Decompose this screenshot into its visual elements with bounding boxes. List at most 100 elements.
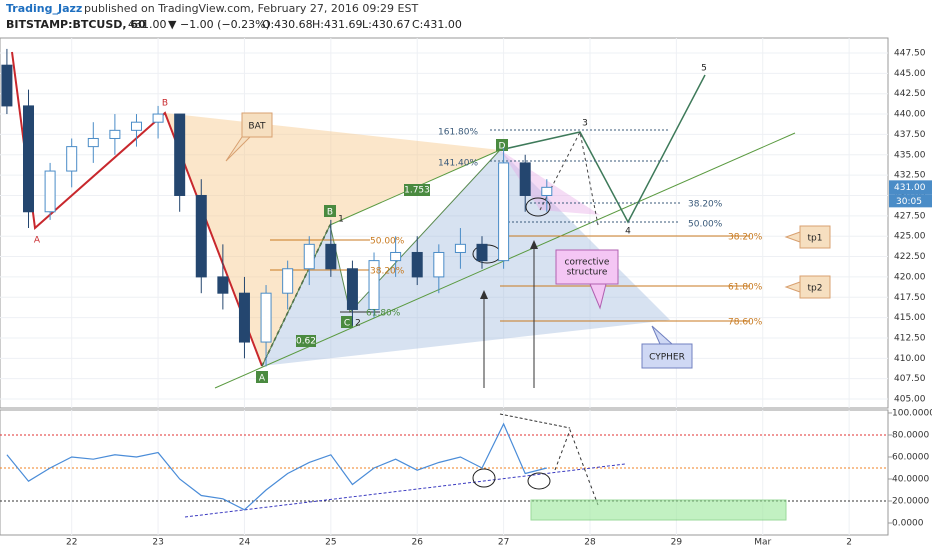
x-tick-label: 29: [671, 538, 683, 548]
candle-body: [174, 113, 186, 196]
fib-label: 50.00%: [370, 237, 405, 247]
candle-body: [454, 243, 466, 253]
y-tick-label: 410.00: [894, 354, 926, 364]
rsi-pane: [0, 409, 889, 536]
candle-body: [346, 268, 358, 310]
wave-label: 3: [582, 119, 588, 129]
ratio-label: 1.753: [404, 186, 430, 196]
wave-label: 1: [338, 215, 344, 225]
candle-body: [476, 243, 488, 262]
x-tick-label: 28: [584, 538, 596, 548]
y-tick-label: 440.00: [894, 110, 926, 120]
highlight-ellipse: [527, 472, 551, 490]
change: ▼ −1.00 (−0.23%): [168, 18, 270, 31]
label-box: [404, 184, 430, 196]
last: 431.00: [128, 18, 167, 31]
wave-label: A: [34, 236, 41, 246]
y-tick-label: 437.50: [894, 130, 926, 140]
ratio-label: 0.62: [296, 337, 316, 347]
highlight-ellipse: [472, 468, 496, 488]
y-tick-label: 0.0000: [892, 519, 924, 529]
y-tick-label: 432.50: [894, 171, 926, 181]
tp2-callout: [784, 275, 831, 299]
x-tick-label: 25: [325, 538, 336, 548]
price-label: 431.00: [894, 183, 926, 193]
candle-body: [498, 162, 510, 262]
wave-projection: [499, 74, 706, 224]
callout-text: structure: [567, 268, 608, 278]
fib-label: 38.20%: [728, 233, 763, 243]
y-tick-label: 405.00: [894, 395, 926, 405]
author: Trading_Jazz: [6, 2, 82, 15]
fib-label: 61.80%: [366, 309, 401, 319]
candle-body: [238, 292, 250, 343]
fib-label: 161.80%: [438, 128, 478, 138]
candle-body: [66, 146, 78, 172]
ohlc: C:431.00: [412, 18, 462, 31]
bat-callout: [225, 112, 273, 162]
pattern-label: CYPHER: [649, 353, 685, 363]
x-tick-label: Mar: [754, 538, 771, 548]
cypher-callout: [641, 325, 693, 369]
wave-label: C: [344, 319, 350, 329]
y-tick-label: 40.0000: [892, 474, 929, 484]
wave-label: A: [259, 374, 266, 384]
candle-body: [44, 170, 56, 213]
candle-body: [109, 129, 121, 139]
symbol: BITSTAMP:BTCUSD, 60: [6, 18, 146, 31]
candle-body: [411, 251, 423, 278]
ohlc: H:431.69: [312, 18, 362, 31]
y-tick-label: 80.0000: [892, 430, 929, 440]
countdown-badge: [889, 194, 932, 208]
y-tick-label: 415.00: [894, 313, 926, 323]
rsi-line: [6, 422, 547, 511]
y-tick-label: 445.00: [894, 69, 926, 79]
candle-body: [195, 194, 207, 278]
label-box: [341, 316, 353, 328]
y-tick-label: 442.50: [894, 89, 926, 99]
y-tick-label: 407.50: [894, 374, 926, 384]
series: [1, 48, 553, 511]
y-tick-label: 100.0000: [892, 408, 932, 418]
label-box: [296, 335, 316, 347]
fib-label: 50.00%: [688, 220, 723, 230]
fib-label: 78.60%: [728, 318, 763, 328]
pattern-label: BAT: [248, 122, 266, 132]
candle-body: [130, 121, 142, 131]
candle-body: [519, 162, 531, 196]
price-badge: [889, 180, 932, 195]
wave-label: B: [327, 208, 333, 218]
y-tick-label: 447.50: [894, 48, 926, 58]
arrow-head: [530, 240, 538, 249]
y-tick-label: 417.50: [894, 293, 926, 303]
fib-label: 38.20%: [370, 267, 405, 277]
rsi-trend: [184, 463, 626, 518]
candle-body: [541, 186, 553, 196]
y-tick-label: 435.00: [894, 150, 926, 160]
candle-body: [303, 243, 315, 270]
y-tick-label: 427.50: [894, 211, 926, 221]
candle-body: [433, 251, 445, 278]
wave-label: 2: [355, 319, 361, 329]
main-pane: [0, 37, 889, 409]
y-tick-label: 425.00: [894, 232, 926, 242]
candle-body: [152, 113, 164, 123]
y-tick-label: 60.0000: [892, 452, 929, 462]
candle-body: [390, 251, 402, 262]
x-tick-label: 2: [846, 538, 852, 548]
callout-text: corrective: [565, 258, 610, 268]
arrow-head: [480, 290, 488, 299]
countdown: 30:05: [896, 197, 922, 207]
wave-label: B: [162, 99, 168, 109]
corrective-callout: [555, 249, 619, 310]
target-zone: [530, 499, 787, 521]
highlight-ellipse: [525, 197, 551, 217]
wave-label: 4: [625, 227, 631, 237]
candle-body: [217, 276, 229, 294]
x-tick-label: 22: [66, 538, 77, 548]
candle-body: [23, 105, 35, 213]
y-tick-label: 420.00: [894, 272, 926, 282]
published: published on TradingView.com, February 2…: [84, 2, 418, 15]
